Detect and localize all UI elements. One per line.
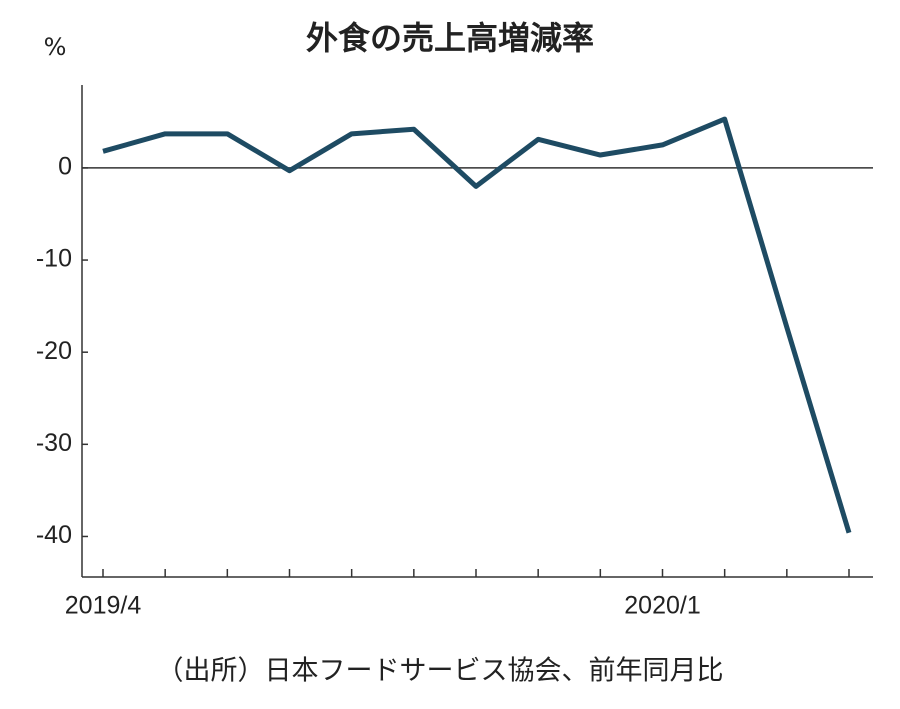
source-note: （出所）日本フードサービス協会、前年同月比 (157, 656, 724, 687)
y-axis-label: % (44, 33, 67, 61)
y-tick-label: -10 (36, 245, 72, 273)
x-tick-label: 2019/4 (65, 592, 142, 620)
y-tick-label: -30 (36, 429, 72, 457)
y-tick-label: 0 (58, 153, 72, 181)
x-tick-label: 2020/1 (624, 592, 700, 620)
chart-title: 外食の売上高増減率 (306, 19, 594, 57)
y-tick-label: -20 (36, 337, 72, 365)
y-tick-label: -40 (36, 521, 72, 549)
data-line (102, 116, 852, 534)
